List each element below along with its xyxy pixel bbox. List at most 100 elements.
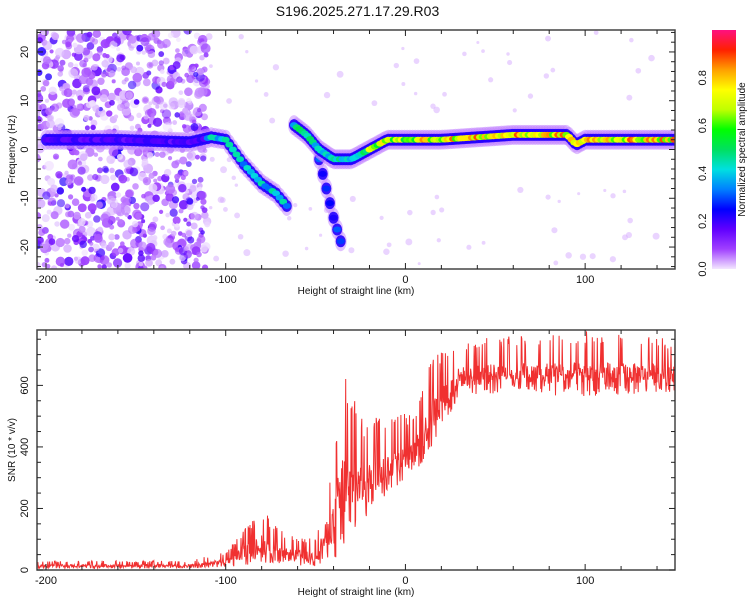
- noise-blob: [527, 93, 534, 99]
- noise-blob: [245, 50, 249, 54]
- noise-blob: [137, 254, 146, 262]
- noise-blob: [106, 110, 113, 117]
- noise-blob: [63, 244, 72, 253]
- noise-blob: [517, 186, 524, 194]
- x-tick-label: -100: [215, 274, 237, 286]
- noise-blob: [50, 103, 60, 112]
- noise-blob: [88, 186, 96, 195]
- noise-blob: [77, 166, 86, 175]
- track-core: [322, 185, 331, 192]
- noise-blob: [648, 54, 655, 62]
- noise-blob: [51, 265, 58, 269]
- noise-blob: [91, 86, 101, 96]
- track-core: [336, 238, 345, 245]
- noise-blob: [163, 238, 171, 246]
- noise-blob: [99, 255, 110, 266]
- noise-blob: [154, 151, 160, 158]
- noise-blob: [204, 221, 211, 228]
- noise-blob: [336, 70, 344, 78]
- noise-blob: [186, 203, 194, 211]
- noise-blob: [42, 40, 53, 51]
- noise-blob: [194, 63, 199, 68]
- noise-blob: [112, 258, 123, 268]
- noise-blob: [129, 167, 139, 177]
- noise-blob: [189, 45, 199, 55]
- noise-blob: [610, 193, 616, 199]
- noise-blob: [53, 155, 58, 160]
- noise-blob: [143, 114, 149, 120]
- noise-blob: [127, 80, 137, 90]
- noise-blob: [186, 74, 195, 84]
- noise-blob: [86, 31, 93, 38]
- noise-blob: [67, 233, 72, 238]
- noise-blob: [78, 74, 89, 85]
- colorbar: 0.0 0.2 0.4 0.6 0.8 Normalized spectral ampli…: [697, 30, 748, 277]
- noise-blob: [153, 178, 158, 183]
- noise-blob: [197, 176, 204, 183]
- noise-blob: [193, 71, 199, 78]
- plot-frame: [36, 329, 676, 571]
- noise-blob: [176, 37, 181, 43]
- noise-blob: [56, 199, 66, 208]
- noise-blob: [177, 231, 183, 236]
- noise-blob: [47, 233, 54, 240]
- x-tick-label: -200: [35, 575, 57, 587]
- track-main: [39, 127, 293, 216]
- noise-blob: [551, 227, 558, 234]
- noise-blob: [186, 97, 192, 104]
- y-tick-label: 600: [19, 376, 31, 394]
- noise-blob: [42, 56, 51, 65]
- noise-blob: [171, 196, 180, 204]
- noise-blob: [550, 67, 556, 73]
- track-core: [325, 200, 334, 207]
- noise-blob: [37, 223, 43, 231]
- noise-blob: [129, 125, 135, 131]
- noise-blob: [165, 193, 174, 202]
- noise-blob: [72, 42, 78, 48]
- noise-blob: [141, 219, 146, 224]
- noise-blob: [167, 32, 174, 39]
- noise-blob: [55, 256, 66, 267]
- noise-blob: [93, 152, 99, 157]
- noise-blob: [42, 191, 51, 200]
- noise-blob: [196, 240, 202, 247]
- noise-blob: [165, 184, 176, 195]
- noise-blob: [51, 32, 60, 41]
- noise-blob: [199, 54, 205, 61]
- noise-blob: [179, 156, 188, 165]
- noise-blob: [95, 201, 104, 209]
- noise-blob: [48, 86, 57, 95]
- x-ticks: -200 -100 0 100: [35, 330, 658, 587]
- x-ticks: -200 -100 0 100: [35, 30, 658, 286]
- noise-blob: [186, 198, 194, 205]
- noise-blob: [622, 189, 627, 194]
- noise-blob: [203, 52, 209, 58]
- noise-blob: [86, 226, 96, 237]
- noise-blob: [142, 78, 151, 87]
- noise-blob: [481, 240, 486, 245]
- noise-blob: [174, 223, 180, 228]
- noise-blob: [102, 53, 107, 58]
- noise-blob: [163, 44, 168, 49]
- noise-blob: [183, 170, 189, 176]
- noise-blob: [553, 260, 559, 266]
- x-tick-label: 100: [576, 575, 594, 587]
- y-tick-label: 10: [19, 95, 31, 107]
- noise-blob: [183, 217, 188, 222]
- noise-blob: [183, 112, 193, 121]
- noise-blob: [44, 257, 50, 263]
- noise-blob: [92, 173, 99, 181]
- noise-blob: [184, 189, 189, 194]
- noise-blob: [200, 198, 207, 205]
- noise-blob: [37, 116, 43, 123]
- noise-blob: [132, 72, 143, 83]
- noise-blob: [124, 77, 129, 82]
- noise-blob: [234, 212, 241, 219]
- noise-blob: [238, 34, 244, 40]
- noise-blob: [64, 237, 71, 245]
- noise-blob: [97, 226, 103, 233]
- noise-blob: [100, 39, 110, 49]
- track-core: [236, 156, 245, 163]
- noise-blob: [405, 238, 413, 246]
